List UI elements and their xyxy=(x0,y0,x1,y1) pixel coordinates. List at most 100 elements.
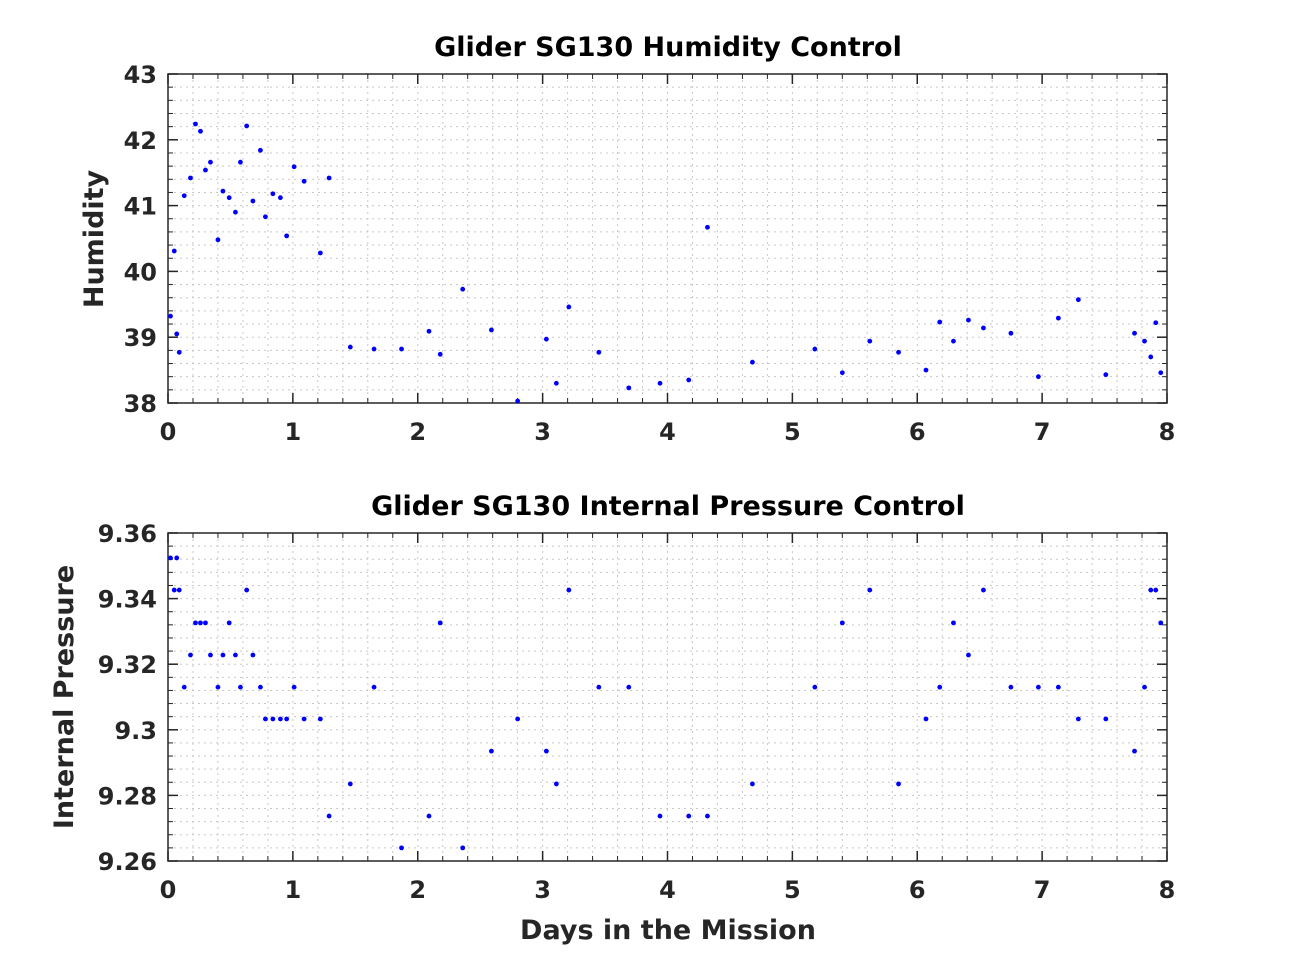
data-point xyxy=(1132,330,1137,336)
data-point xyxy=(626,385,632,391)
data-point xyxy=(686,813,692,819)
data-point xyxy=(1103,372,1109,378)
pressure-axes: Glider SG130 Internal Pressure Control I… xyxy=(49,491,1175,946)
data-point xyxy=(966,317,971,323)
data-point xyxy=(208,159,213,165)
data-point xyxy=(238,684,243,690)
data-point xyxy=(291,164,297,170)
data-point xyxy=(896,349,901,355)
data-point xyxy=(1008,330,1014,336)
x-tick-label: 7 xyxy=(1034,876,1051,904)
data-point xyxy=(244,587,250,593)
data-point xyxy=(250,198,256,204)
humidity-chart-title: Glider SG130 Humidity Control xyxy=(434,32,902,63)
data-point xyxy=(937,684,943,690)
data-point xyxy=(226,620,232,626)
data-point xyxy=(1008,684,1014,690)
data-point xyxy=(174,331,180,337)
data-point xyxy=(1035,684,1041,690)
data-point xyxy=(1075,716,1081,722)
data-point xyxy=(1132,748,1137,754)
data-point xyxy=(566,587,572,593)
data-point xyxy=(437,351,443,357)
x-tick-label: 4 xyxy=(659,418,676,446)
y-tick-label: 9.28 xyxy=(98,782,157,810)
data-point xyxy=(812,684,818,690)
data-point xyxy=(657,380,663,386)
data-point xyxy=(460,286,466,292)
data-point xyxy=(174,555,180,561)
data-point xyxy=(317,250,323,256)
data-point xyxy=(839,620,845,626)
data-point xyxy=(233,652,238,658)
x-tick-label: 1 xyxy=(285,418,302,446)
data-point xyxy=(238,159,243,165)
data-point xyxy=(258,684,263,690)
data-point xyxy=(208,652,213,658)
data-point xyxy=(626,684,632,690)
x-tick-label: 6 xyxy=(909,876,926,904)
data-point xyxy=(1055,315,1061,321)
x-tick-label: 0 xyxy=(160,418,177,446)
pressure-y-axis-label: Internal Pressure xyxy=(49,565,80,829)
data-point xyxy=(203,167,208,173)
data-point xyxy=(489,327,494,333)
y-tick-label: 38 xyxy=(124,390,157,418)
data-point xyxy=(399,845,404,851)
data-point xyxy=(1142,338,1147,344)
data-point xyxy=(812,346,818,352)
data-point xyxy=(1055,684,1061,690)
data-point xyxy=(198,128,203,134)
axes-frame xyxy=(167,532,1168,862)
x-tick-label: 6 xyxy=(909,418,926,446)
data-point xyxy=(198,620,203,626)
data-point xyxy=(263,214,268,220)
data-point xyxy=(566,304,572,310)
data-point xyxy=(215,237,221,243)
data-point xyxy=(301,178,307,184)
data-point xyxy=(250,652,256,658)
x-axis-label: Days in the Mission xyxy=(520,915,816,946)
data-point xyxy=(347,344,353,350)
data-point xyxy=(1153,320,1159,326)
data-point xyxy=(176,587,182,593)
humidity-axes: Glider SG130 Humidity Control Humidity 0… xyxy=(79,32,1175,446)
humidity-y-axis-label: Humidity xyxy=(79,169,110,308)
y-tick-label: 9.3 xyxy=(114,717,157,745)
y-tick-label: 9.32 xyxy=(98,651,157,679)
x-tick-label: 0 xyxy=(160,876,177,904)
data-point xyxy=(966,652,971,658)
data-point xyxy=(168,555,173,561)
data-point xyxy=(326,175,332,181)
data-point xyxy=(553,380,559,386)
data-point xyxy=(226,195,232,201)
data-point xyxy=(1153,587,1159,593)
y-tick-label: 39 xyxy=(124,324,157,352)
data-point xyxy=(347,781,353,787)
data-point xyxy=(193,121,198,127)
data-point xyxy=(244,123,250,129)
y-tick-label: 40 xyxy=(124,258,157,286)
data-point xyxy=(317,716,323,722)
x-tick-label: 2 xyxy=(409,876,426,904)
x-tick-label: 7 xyxy=(1034,418,1051,446)
y-tick-label: 43 xyxy=(124,61,157,89)
data-point xyxy=(867,338,873,344)
data-point xyxy=(750,359,755,365)
data-point xyxy=(923,367,929,373)
data-point xyxy=(1148,587,1154,593)
x-tick-label: 5 xyxy=(784,418,801,446)
data-point xyxy=(1035,374,1041,380)
data-point xyxy=(937,319,943,325)
data-point xyxy=(1142,684,1147,690)
data-point xyxy=(291,684,297,690)
data-point xyxy=(1158,620,1164,626)
x-tick-label: 5 xyxy=(784,876,801,904)
data-point xyxy=(171,248,177,254)
x-tick-label: 1 xyxy=(285,876,302,904)
y-tick-label: 41 xyxy=(124,193,157,221)
x-tick-label: 8 xyxy=(1159,876,1176,904)
data-point xyxy=(705,813,710,819)
data-point xyxy=(596,684,602,690)
